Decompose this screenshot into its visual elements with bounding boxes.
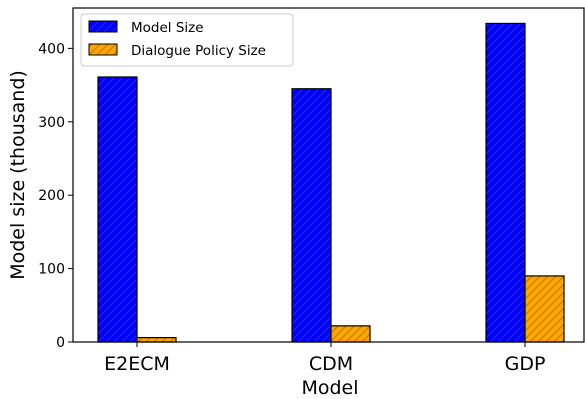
- x-tick-label-e2ecm: E2ECM: [104, 353, 170, 375]
- y-tick-label: 100: [38, 262, 65, 278]
- bar-dialogue-policy-size-cdm: [330, 325, 371, 343]
- y-tick-label: 200: [38, 188, 65, 204]
- legend-label-dialogue-policy-size: Dialogue Policy Size: [131, 43, 266, 59]
- bar-dialogue-policy-size-gdp: [524, 275, 565, 343]
- x-tick-label-cdm: CDM: [309, 353, 353, 375]
- y-tick-label: 300: [38, 115, 65, 131]
- plot-frame: [72, 7, 585, 343]
- x-axis: E2ECM CDM GDP: [104, 342, 545, 375]
- x-axis-title: Model: [301, 377, 358, 399]
- legend-swatch-dialogue-policy-size: [88, 43, 118, 56]
- bar-dialogue-policy-size-e2ecm: [136, 336, 177, 343]
- y-axis-title: Model size (thousand): [7, 70, 29, 280]
- legend-swatch-model-size: [88, 20, 118, 33]
- bar-model-size-cdm: [291, 88, 332, 343]
- bars-group: [97, 22, 565, 343]
- bar-model-size-gdp: [485, 22, 526, 343]
- y-axis: 0 100 200 300 400: [38, 41, 73, 351]
- legend-label-model-size: Model Size: [131, 20, 204, 36]
- y-tick-label: 0: [56, 335, 65, 351]
- legend-box: [80, 13, 294, 67]
- legend: Model Size Dialogue Policy Size: [80, 13, 294, 67]
- y-tick-label: 400: [38, 41, 65, 57]
- x-tick-label-gdp: GDP: [505, 353, 546, 375]
- bar-model-size-e2ecm: [97, 76, 138, 343]
